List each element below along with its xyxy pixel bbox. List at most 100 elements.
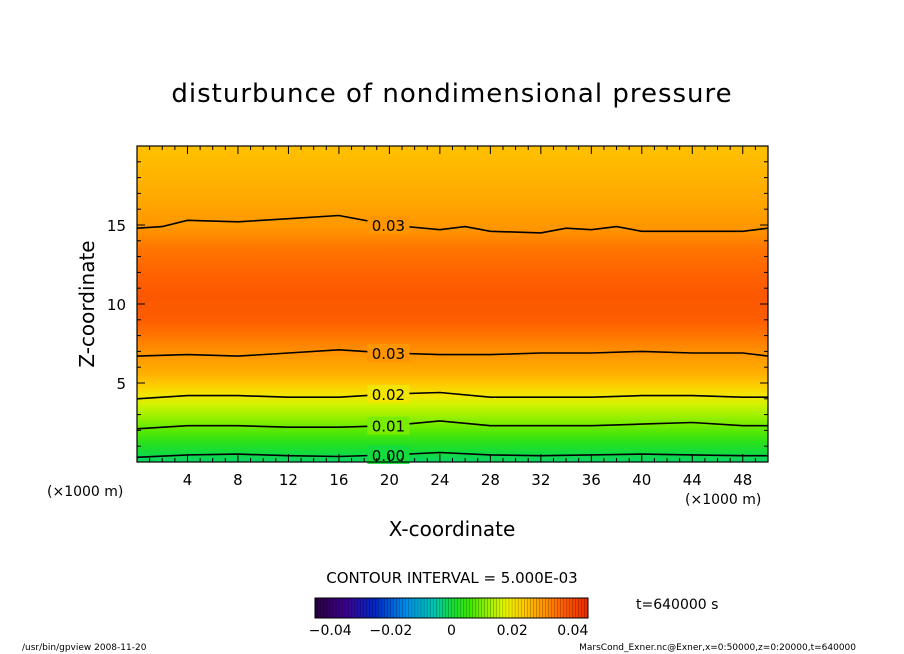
x-tick-label: 32 [531,471,550,489]
contour-label-bg [367,445,410,464]
colorbar-tick-label: 0.04 [557,623,588,639]
contour-label-bg [367,216,410,234]
plot-area [137,146,768,462]
contour-label: 0.01 [372,418,405,436]
colorbar-cell [381,598,386,618]
colorbar-cell [327,598,331,618]
colorbar-cell [463,598,468,618]
colorbar-cell [369,598,374,618]
colorbar-cell [563,598,568,618]
colorbar-cell [393,598,398,618]
colorbar-cell [372,598,377,618]
colorbar-cell [418,598,422,618]
colorbar-cell [445,598,449,618]
colorbar-cell [384,598,389,618]
colorbar-cell [506,598,510,618]
colorbar-tick-label: −0.02 [369,623,412,639]
colorbar-cell [530,598,534,618]
colorbar-cell [345,598,349,618]
x-unit-right: (×1000 m) [685,492,761,508]
colorbar-cell [354,598,358,618]
footer-right: MarsCond_Exner.nc@Exner,x=0:50000,z=0:20… [579,643,856,653]
colorbar-cell [315,598,319,618]
colorbar-cell [330,598,334,618]
colorbar-cell [430,598,434,618]
colorbar-cell [387,598,392,618]
colorbar-cell [466,598,471,618]
colorbar-cell [524,598,528,618]
y-tick-label: 15 [107,217,126,235]
colorbar-cell [500,598,504,618]
colorbar-cell [497,598,501,618]
x-unit-left: (×1000 m) [47,484,123,500]
x-tick-label: 20 [380,471,399,489]
colorbar-cell [560,598,565,618]
colorbar-cell [390,598,395,618]
contour-label-bg [367,416,410,435]
colorbar-cell [484,598,489,618]
contour-line [136,214,769,234]
colorbar-cell [396,598,401,618]
colorbar-cell [451,598,455,618]
colorbar-cell [554,598,559,618]
colorbar-cell [402,598,407,618]
colorbar-cell [548,598,552,618]
contour-label: 0.02 [372,386,405,404]
colorbar-cell [572,598,577,618]
contour-interval-label: CONTOUR INTERVAL = 5.000E-03 [326,569,577,587]
colorbar-cell [509,598,513,618]
x-tick-label: 16 [329,471,348,489]
colorbar-cell [487,598,492,618]
colorbar-cell [533,598,537,618]
contour-line [136,420,768,430]
x-tick-label: 28 [481,471,500,489]
colorbar-cell [527,598,531,618]
footer-left: /usr/bin/gpview 2008-11-20 [22,643,147,653]
contour-line [136,391,768,400]
colorbar-cell [503,598,507,618]
contour-label-bg [367,385,410,404]
colorbar-cell [566,598,571,618]
x-tick-label: 24 [430,471,449,489]
colorbar-cell [545,598,549,618]
colorbar-frame [314,597,589,619]
colorbar-cell [521,598,525,618]
colorbar-cell [512,598,516,618]
colorbar-cell [363,598,367,618]
colorbar-cell [436,598,440,618]
colorbar-cell [424,598,428,618]
colorbar-tick-label: 0 [447,623,456,639]
colorbar-cell [342,598,346,618]
colorbar-cell [375,598,380,618]
colorbar-cell [551,598,556,618]
colorbar-cell [539,598,543,618]
x-tick-label: 8 [233,471,243,489]
colorbar-cell [351,598,355,618]
colorbar-cell [454,598,458,618]
colorbar-cell [409,598,413,618]
colorbar-cell [469,598,474,618]
colorbar-cell [490,598,495,618]
colorbar-cell [433,598,437,618]
colorbar-cell [333,598,337,618]
colorbar: −0.04 −0.02 0 0.02 0.04 [309,597,589,639]
colorbar-cell [378,598,383,618]
y-axis-label: Z-coordinate [75,240,99,367]
colorbar-cell [542,598,546,618]
colorbar-cell [578,598,583,618]
colorbar-cell [339,598,343,618]
colorbar-cell [569,598,574,618]
contour-label: 0.03 [372,217,405,235]
x-tick-label: 4 [183,471,193,489]
x-tick-label: 48 [733,471,752,489]
colorbar-cell [421,598,425,618]
x-tick-label: 36 [582,471,601,489]
colorbar-cell [415,598,419,618]
colorbar-cell [536,598,540,618]
colorbar-cell [366,598,370,618]
time-label: t=640000 s [636,597,718,613]
colorbar-cell [357,598,361,618]
x-axis-label: X-coordinate [389,517,516,541]
colorbar-cell [318,598,322,618]
